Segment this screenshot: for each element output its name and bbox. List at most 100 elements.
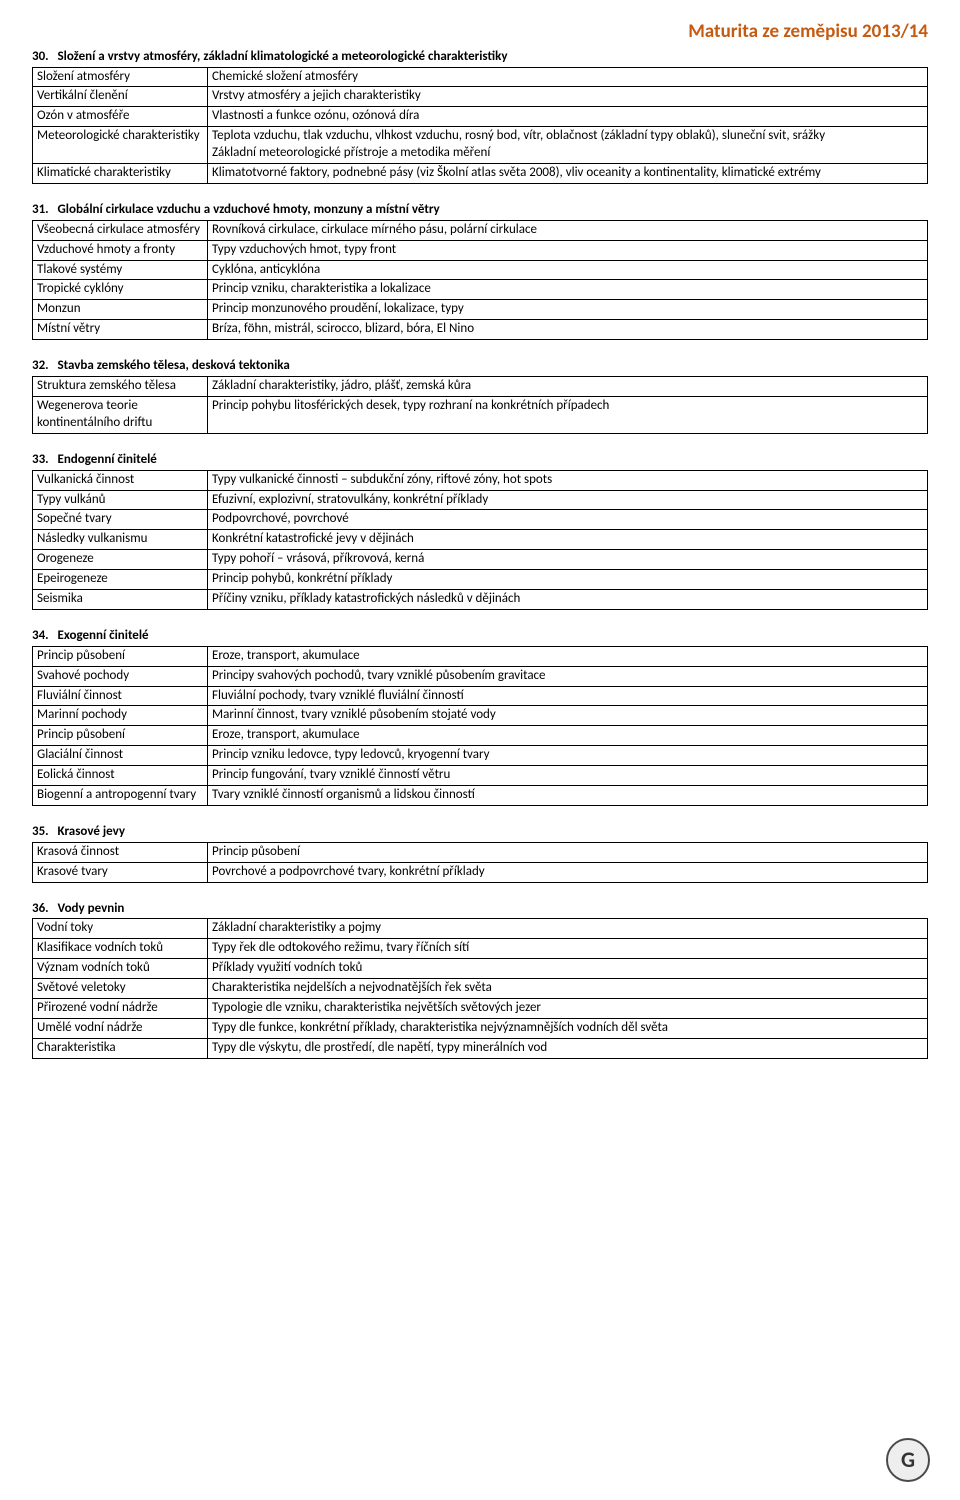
table-row: Ozón v atmosféřeVlastnosti a funkce ozón…: [33, 107, 928, 127]
description-cell: Rovníková cirkulace, cirkulace mírného p…: [208, 220, 928, 240]
section-title: Stavba zemského tělesa, desková tektonik…: [55, 358, 290, 373]
description-cell: Efuzivní, explozivní, stratovulkány, kon…: [208, 490, 928, 510]
table-row: Eolická činnostPrincip fungování, tvary …: [33, 766, 928, 786]
topic-cell: Epeirogeneze: [33, 570, 208, 590]
description-cell: Princip vzniku ledovce, typy ledovců, kr…: [208, 746, 928, 766]
section-number: 33.: [32, 452, 49, 467]
section-heading: 35. Krasové jevy: [32, 824, 928, 841]
section-title: Krasové jevy: [55, 824, 126, 839]
table-row: Krasová činnostPrincip působení: [33, 842, 928, 862]
page-title: Maturita ze zeměpisu 2013/14: [32, 20, 928, 45]
topic-section: 31. Globální cirkulace vzduchu a vzducho…: [32, 202, 928, 340]
description-cell: Tvary vzniklé činností organismů a lidsk…: [208, 785, 928, 805]
topic-cell: Meteorologické charakteristiky: [33, 127, 208, 164]
topic-cell: Krasové tvary: [33, 862, 208, 882]
description-cell: Eroze, transport, akumulace: [208, 646, 928, 666]
topic-table: Složení atmosféryChemické složení atmosf…: [32, 67, 928, 184]
topic-cell: Glaciální činnost: [33, 746, 208, 766]
topic-section: 34. Exogenní činiteléPrincip působeníEro…: [32, 628, 928, 806]
section-heading: 32. Stavba zemského tělesa, desková tekt…: [32, 358, 928, 375]
table-row: Svahové pochodyPrincipy svahových pochod…: [33, 666, 928, 686]
topic-cell: Eolická činnost: [33, 766, 208, 786]
description-cell: Vlastnosti a funkce ozónu, ozónová díra: [208, 107, 928, 127]
topic-table: Krasová činnostPrincip působeníKrasové t…: [32, 842, 928, 883]
section-number: 31.: [32, 202, 49, 217]
table-row: Typy vulkánůEfuzivní, explozivní, strato…: [33, 490, 928, 510]
topic-cell: Vulkanická činnost: [33, 470, 208, 490]
table-row: Struktura zemského tělesaZákladní charak…: [33, 377, 928, 397]
description-cell: Princip vzniku, charakteristika a lokali…: [208, 280, 928, 300]
table-row: Umělé vodní nádržeTypy dle funkce, konkr…: [33, 1018, 928, 1038]
section-title: Exogenní činitelé: [55, 628, 149, 643]
topic-table: Struktura zemského tělesaZákladní charak…: [32, 376, 928, 434]
table-row: EpeirogenezePrincip pohybů, konkrétní př…: [33, 570, 928, 590]
description-cell: Základní charakteristiky, jádro, plášť, …: [208, 377, 928, 397]
topic-cell: Klimatické charakteristiky: [33, 164, 208, 184]
topic-cell: Orogeneze: [33, 550, 208, 570]
section-heading: 30. Složení a vrstvy atmosféry, základní…: [32, 49, 928, 66]
topic-cell: Místní větry: [33, 320, 208, 340]
section-heading: 36. Vody pevnin: [32, 901, 928, 918]
description-cell: Typologie dle vzniku, charakteristika ne…: [208, 998, 928, 1018]
description-cell: Podpovrchové, povrchové: [208, 510, 928, 530]
topic-cell: Umělé vodní nádrže: [33, 1018, 208, 1038]
topic-cell: Přirozené vodní nádrže: [33, 998, 208, 1018]
topic-cell: Význam vodních toků: [33, 959, 208, 979]
table-row: Glaciální činnostPrincip vzniku ledovce,…: [33, 746, 928, 766]
table-row: Meteorologické charakteristikyTeplota vz…: [33, 127, 928, 164]
school-logo-icon: G: [886, 1438, 930, 1482]
table-row: OrogenezeTypy pohoří – vrásová, příkrovo…: [33, 550, 928, 570]
topic-cell: Charakteristika: [33, 1038, 208, 1058]
table-row: Vodní tokyZákladní charakteristiky a poj…: [33, 919, 928, 939]
section-title: Endogenní činitelé: [55, 452, 157, 467]
topic-cell: Vertikální členění: [33, 87, 208, 107]
table-row: Složení atmosféryChemické složení atmosf…: [33, 67, 928, 87]
topic-cell: Biogenní a antropogenní tvary: [33, 785, 208, 805]
topic-section: 36. Vody pevninVodní tokyZákladní charak…: [32, 901, 928, 1059]
table-row: Vertikální členěníVrstvy atmosféry a jej…: [33, 87, 928, 107]
description-cell: Princip pohybů, konkrétní příklady: [208, 570, 928, 590]
table-row: Krasové tvaryPovrchové a podpovrchové tv…: [33, 862, 928, 882]
topic-table: Princip působeníEroze, transport, akumul…: [32, 646, 928, 806]
topic-cell: Složení atmosféry: [33, 67, 208, 87]
section-title: Vody pevnin: [55, 901, 125, 916]
topic-cell: Světové veletoky: [33, 979, 208, 999]
section-number: 35.: [32, 824, 49, 839]
topic-cell: Princip působení: [33, 726, 208, 746]
topic-cell: Princip působení: [33, 646, 208, 666]
topic-table: Vodní tokyZákladní charakteristiky a poj…: [32, 918, 928, 1058]
description-cell: Příčiny vzniku, příklady katastrofických…: [208, 589, 928, 609]
table-row: Následky vulkanismuKonkrétní katastrofic…: [33, 530, 928, 550]
table-row: Přirozené vodní nádržeTypologie dle vzni…: [33, 998, 928, 1018]
topic-cell: Klasifikace vodních toků: [33, 939, 208, 959]
topic-cell: Tlakové systémy: [33, 260, 208, 280]
table-row: CharakteristikaTypy dle výskytu, dle pro…: [33, 1038, 928, 1058]
topic-cell: Svahové pochody: [33, 666, 208, 686]
topic-cell: Typy vulkánů: [33, 490, 208, 510]
description-cell: Bríza, föhn, mistrál, scirocco, blizard,…: [208, 320, 928, 340]
section-heading: 34. Exogenní činitelé: [32, 628, 928, 645]
table-row: Tlakové systémyCyklóna, anticyklóna: [33, 260, 928, 280]
description-cell: Principy svahových pochodů, tvary vznikl…: [208, 666, 928, 686]
description-cell: Konkrétní katastrofické jevy v dějinách: [208, 530, 928, 550]
description-cell: Eroze, transport, akumulace: [208, 726, 928, 746]
section-title: Globální cirkulace vzduchu a vzduchové h…: [55, 202, 440, 217]
topic-cell: Tropické cyklóny: [33, 280, 208, 300]
table-row: Sopečné tvaryPodpovrchové, povrchové: [33, 510, 928, 530]
description-cell: Typy řek dle odtokového režimu, tvary ří…: [208, 939, 928, 959]
topic-section: 33. Endogenní činitelé Vulkanická činnost…: [32, 452, 928, 610]
description-cell: Typy dle výskytu, dle prostředí, dle nap…: [208, 1038, 928, 1058]
table-row: Wegenerova teorie kontinentálního driftu…: [33, 396, 928, 433]
table-row: Princip působeníEroze, transport, akumul…: [33, 726, 928, 746]
description-cell: Typy pohoří – vrásová, příkrovová, kerná: [208, 550, 928, 570]
description-cell: Princip monzunového proudění, lokalizace…: [208, 300, 928, 320]
section-heading: 31. Globální cirkulace vzduchu a vzducho…: [32, 202, 928, 219]
table-row: Všeobecná cirkulace atmosféryRovníková c…: [33, 220, 928, 240]
table-row: Tropické cyklónyPrincip vzniku, charakte…: [33, 280, 928, 300]
description-cell: Charakteristika nejdelších a nejvodnatěj…: [208, 979, 928, 999]
topic-cell: Marinní pochody: [33, 706, 208, 726]
table-row: Fluviální činnostFluviální pochody, tvar…: [33, 686, 928, 706]
description-cell: Vrstvy atmosféry a jejich charakteristik…: [208, 87, 928, 107]
section-number: 32.: [32, 358, 49, 373]
section-number: 34.: [32, 628, 49, 643]
